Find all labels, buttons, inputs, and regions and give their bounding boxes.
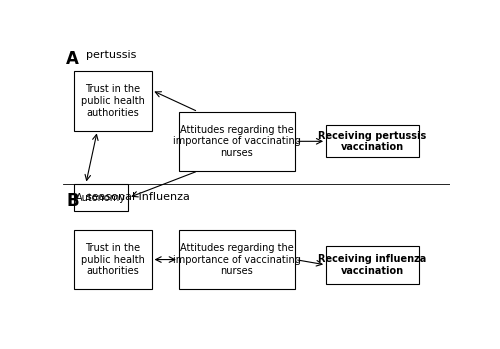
- FancyBboxPatch shape: [179, 230, 295, 289]
- Text: seasonal influenza: seasonal influenza: [86, 192, 190, 202]
- Text: pertussis: pertussis: [86, 50, 136, 60]
- FancyBboxPatch shape: [326, 125, 419, 157]
- FancyBboxPatch shape: [74, 184, 128, 211]
- Text: Trust in the
public health
authorities: Trust in the public health authorities: [81, 243, 145, 276]
- FancyBboxPatch shape: [74, 72, 152, 131]
- FancyBboxPatch shape: [326, 246, 419, 284]
- Text: Attitudes regarding the
importance of vaccinating
nurses: Attitudes regarding the importance of va…: [173, 243, 301, 276]
- Text: A: A: [66, 50, 79, 68]
- FancyBboxPatch shape: [74, 230, 152, 289]
- Text: Autonomy: Autonomy: [76, 193, 126, 203]
- FancyBboxPatch shape: [179, 112, 295, 171]
- Text: Receiving pertussis
vaccination: Receiving pertussis vaccination: [318, 131, 426, 152]
- Text: B: B: [66, 192, 79, 210]
- Text: Trust in the
public health
authorities: Trust in the public health authorities: [81, 84, 145, 118]
- Text: Attitudes regarding the
importance of vaccinating
nurses: Attitudes regarding the importance of va…: [173, 125, 301, 158]
- Text: Receiving influenza
vaccination: Receiving influenza vaccination: [318, 254, 426, 276]
